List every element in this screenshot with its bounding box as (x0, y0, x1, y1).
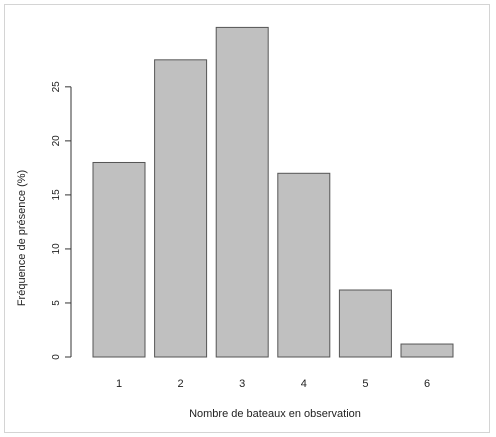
bar-5 (338, 289, 392, 358)
bar-6 (400, 343, 454, 358)
x-tick-label-1: 1 (116, 378, 122, 390)
bar-1 (92, 161, 146, 358)
y-tick-label-10: 10 (51, 243, 62, 255)
x-tick-label-2: 2 (178, 378, 184, 390)
y-axis-label: Fréquence de présence (%) (16, 170, 28, 306)
x-tick-label-6: 6 (424, 378, 430, 390)
bar-chart: 0 5 10 15 20 25 1 2 3 4 5 6 Nombre de bateaux en o… (16, 26, 454, 420)
x-tick-label-5: 5 (362, 378, 368, 390)
y-tick-label-15: 15 (51, 189, 62, 201)
y-tick-label-5: 5 (51, 300, 62, 306)
chart-frame: 0 5 10 15 20 25 1 2 3 4 5 6 Nombre de bateaux en o… (4, 4, 490, 433)
x-tick-label-4: 4 (301, 378, 307, 390)
bars-group (92, 26, 454, 358)
bar-3 (215, 26, 269, 358)
bar-4 (277, 172, 331, 358)
y-tick-label-0: 0 (51, 354, 62, 360)
y-axis: 0 5 10 15 20 25 (51, 81, 72, 360)
bar-2 (154, 59, 208, 358)
x-axis-label: Nombre de bateaux en observation (189, 408, 361, 420)
x-tick-label-3: 3 (239, 378, 245, 390)
y-tick-label-25: 25 (51, 81, 62, 93)
y-tick-label-20: 20 (51, 135, 62, 147)
x-tick-labels: 1 2 3 4 5 6 (116, 378, 430, 390)
